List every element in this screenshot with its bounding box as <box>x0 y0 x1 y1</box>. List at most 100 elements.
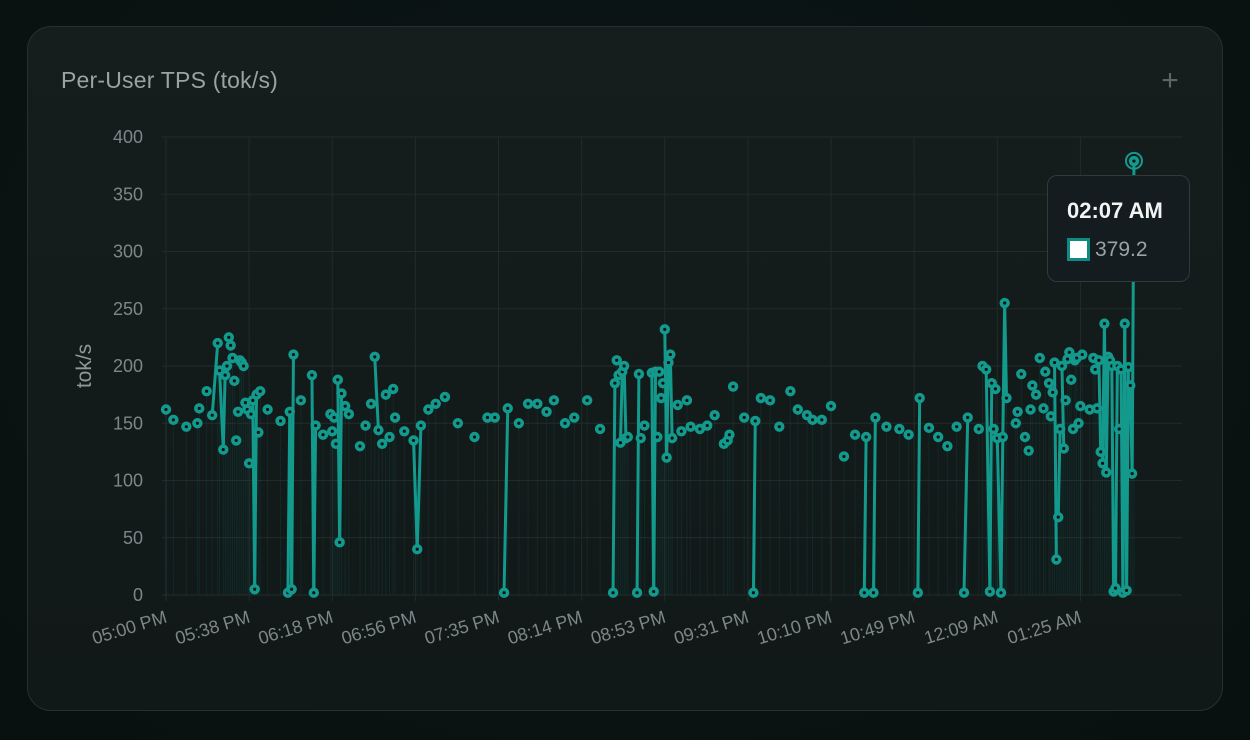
data-point[interactable] <box>452 418 464 429</box>
data-point[interactable] <box>912 587 924 598</box>
data-point[interactable] <box>408 435 419 446</box>
data-point[interactable] <box>685 421 696 432</box>
data-point[interactable] <box>1045 411 1057 422</box>
data-point[interactable] <box>1097 458 1108 469</box>
data-point[interactable] <box>764 395 776 406</box>
data-point[interactable] <box>894 423 905 435</box>
data-point[interactable] <box>1012 406 1023 417</box>
data-point[interactable] <box>1034 352 1045 364</box>
data-point[interactable] <box>229 375 240 387</box>
data-point[interactable] <box>502 403 513 414</box>
data-point[interactable] <box>306 369 318 381</box>
data-point[interactable] <box>223 332 235 343</box>
data-point[interactable] <box>988 423 999 435</box>
data-point[interactable] <box>1065 374 1077 385</box>
data-point[interactable] <box>995 587 1007 598</box>
data-point[interactable] <box>238 360 249 372</box>
data-point[interactable] <box>376 438 388 450</box>
data-point[interactable] <box>384 431 395 443</box>
data-point[interactable] <box>330 438 342 450</box>
add-icon[interactable]: + <box>1161 64 1179 97</box>
data-point[interactable] <box>825 400 837 412</box>
data-point[interactable] <box>225 340 236 351</box>
data-point[interactable] <box>1027 380 1038 391</box>
data-point[interactable] <box>750 415 761 427</box>
data-point[interactable] <box>1095 446 1106 458</box>
data-point[interactable] <box>1043 377 1055 389</box>
data-point[interactable] <box>633 368 645 380</box>
data-point[interactable] <box>1058 443 1069 454</box>
data-point[interactable] <box>1053 511 1064 523</box>
data-point[interactable] <box>785 385 796 397</box>
data-point[interactable] <box>618 360 630 372</box>
data-point[interactable] <box>997 431 1009 443</box>
data-point[interactable] <box>661 452 672 463</box>
data-point[interactable] <box>310 420 321 431</box>
data-point[interactable] <box>581 395 593 406</box>
data-point[interactable] <box>607 587 619 598</box>
data-point[interactable] <box>168 414 179 426</box>
data-point[interactable] <box>365 398 377 409</box>
data-point[interactable] <box>522 398 534 409</box>
data-point[interactable] <box>609 377 621 389</box>
data-point[interactable] <box>594 423 606 435</box>
data-point[interactable] <box>360 420 371 431</box>
data-point[interactable] <box>859 587 870 598</box>
data-point[interactable] <box>1125 380 1136 391</box>
data-point[interactable] <box>541 406 552 417</box>
data-point[interactable] <box>881 421 892 432</box>
data-point[interactable] <box>639 420 650 431</box>
data-point[interactable] <box>657 377 669 389</box>
data-point[interactable] <box>672 399 683 411</box>
data-point[interactable] <box>513 418 525 429</box>
data-point[interactable] <box>327 426 338 437</box>
data-point[interactable] <box>702 420 713 431</box>
data-point[interactable] <box>1075 400 1086 412</box>
data-point[interactable] <box>676 426 687 437</box>
data-point[interactable] <box>655 392 667 404</box>
data-point[interactable] <box>412 544 423 555</box>
data-point[interactable] <box>336 388 347 399</box>
data-point[interactable] <box>727 381 739 392</box>
series-points[interactable] <box>160 151 1143 598</box>
data-point[interactable] <box>622 431 634 443</box>
data-point[interactable] <box>709 410 720 421</box>
data-point[interactable] <box>221 360 233 372</box>
data-point[interactable] <box>253 427 264 438</box>
data-point[interactable] <box>914 392 925 404</box>
data-point[interactable] <box>1025 404 1036 415</box>
data-point[interactable] <box>423 404 434 415</box>
data-point[interactable] <box>648 586 659 597</box>
data-point[interactable] <box>415 420 427 431</box>
data-point[interactable] <box>192 418 203 429</box>
data-point[interactable] <box>980 364 992 375</box>
data-point[interactable] <box>369 351 380 363</box>
data-point[interactable] <box>990 383 1001 395</box>
data-point[interactable] <box>201 385 212 397</box>
data-point[interactable] <box>160 404 172 415</box>
data-point[interactable] <box>631 587 643 598</box>
data-point[interactable] <box>469 431 480 443</box>
data-point[interactable] <box>232 406 244 417</box>
data-point[interactable] <box>1054 423 1066 435</box>
data-point[interactable] <box>1113 423 1125 435</box>
data-point[interactable] <box>275 415 286 427</box>
data-point[interactable] <box>388 383 399 395</box>
data-point[interactable] <box>1051 554 1062 565</box>
data-point[interactable] <box>738 412 750 423</box>
data-point[interactable] <box>1119 318 1130 329</box>
data-point[interactable] <box>498 587 510 598</box>
data-point[interactable] <box>389 412 401 423</box>
data-point[interactable] <box>748 587 759 598</box>
data-point[interactable] <box>611 355 622 366</box>
data-point[interactable] <box>295 395 307 406</box>
data-point[interactable] <box>255 385 266 397</box>
data-point[interactable] <box>1019 431 1031 443</box>
data-point[interactable] <box>245 408 257 420</box>
data-point[interactable] <box>1030 389 1042 400</box>
data-point[interactable] <box>399 426 410 437</box>
data-point[interactable] <box>984 586 996 597</box>
data-point[interactable] <box>1126 468 1138 479</box>
data-point[interactable] <box>380 389 392 400</box>
data-point[interactable] <box>181 421 192 432</box>
